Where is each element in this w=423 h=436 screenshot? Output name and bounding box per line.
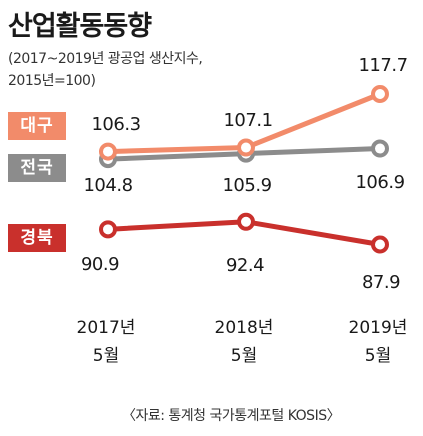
data-label-daegu-3: 117.7 (358, 55, 407, 76)
data-point-daegu-3 (371, 85, 389, 103)
source-note: 〈자료: 통계청 국가통계포털 KOSIS〉 (122, 408, 341, 424)
data-label-national-1: 104.8 (83, 175, 132, 196)
data-point-daegu-1 (99, 142, 117, 161)
data-label-national-2: 105.9 (222, 175, 271, 196)
chart-subtitle: (2017~2019년 광공업 생산지수, 2015년=100) (8, 48, 203, 92)
legend-tag-gyeongbuk: 경북 (8, 224, 66, 252)
legend-tag-daegu: 대구 (8, 112, 66, 140)
data-label-daegu-2: 107.1 (223, 110, 272, 131)
data-point-daegu-2 (237, 138, 255, 157)
x-tick-label-1-year: 2017년 (77, 318, 136, 338)
chart-title: 산업활동동향 (8, 11, 152, 42)
subtitle-line-2: 2015년=100) (8, 73, 96, 89)
data-label-national-3: 106.9 (355, 172, 404, 193)
data-point-gyeongbuk-2 (237, 212, 255, 231)
x-tick-label-3-year: 2019년 (349, 318, 408, 338)
x-tick-label-1-month: 5월 (93, 346, 119, 366)
data-point-gyeongbuk-3 (371, 235, 389, 254)
data-point-national-3 (371, 139, 389, 158)
subtitle-line-1: (2017~2019년 광공업 생산지수, (8, 51, 203, 67)
legend-tag-national: 전국 (8, 154, 66, 182)
x-tick-label-2-month: 5월 (231, 346, 257, 366)
x-tick-label-2-year: 2018년 (215, 318, 274, 338)
data-point-gyeongbuk-1 (99, 220, 117, 239)
data-label-gyeongbuk-1: 90.9 (81, 254, 119, 275)
data-label-gyeongbuk-3: 87.9 (362, 272, 400, 293)
x-tick-label-3-month: 5월 (365, 346, 391, 366)
data-label-daegu-1: 106.3 (91, 114, 140, 135)
data-label-gyeongbuk-2: 92.4 (226, 255, 264, 276)
